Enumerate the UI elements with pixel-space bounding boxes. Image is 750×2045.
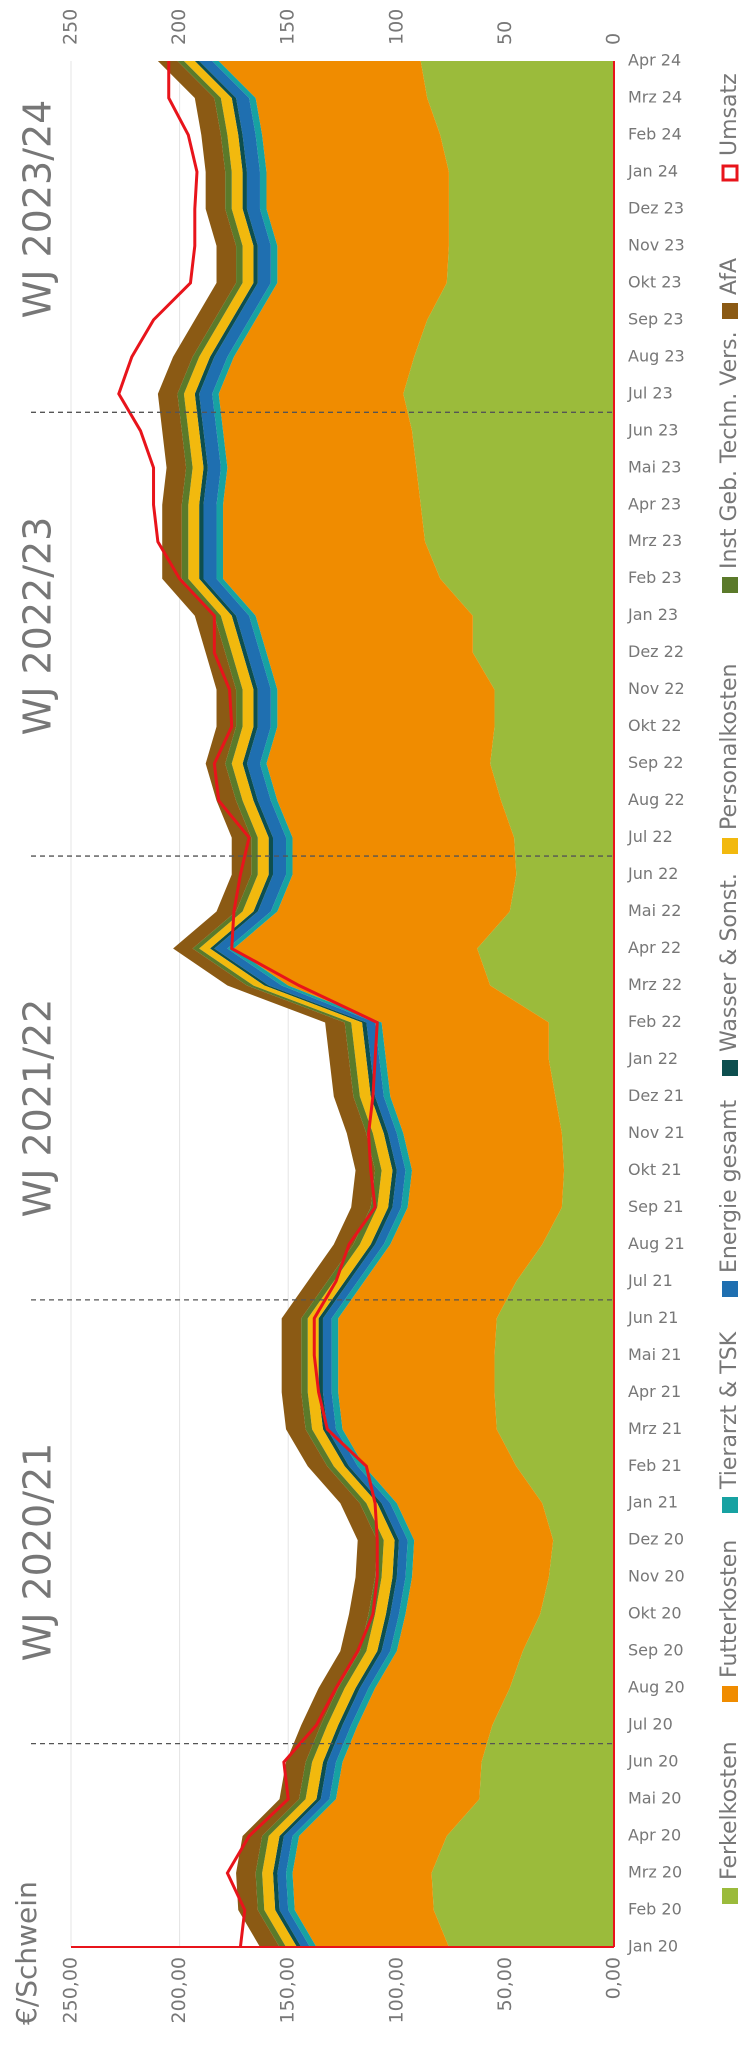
area bbox=[218, 61, 565, 1947]
x-tick-label: Feb 23 bbox=[628, 568, 682, 587]
x-tick-label: Okt 23 bbox=[628, 272, 682, 291]
legend-label: Personalkosten bbox=[717, 663, 742, 830]
x-tick-label: Sep 20 bbox=[628, 1641, 684, 1660]
x-tick-label: Aug 22 bbox=[628, 790, 685, 809]
legend-label: Tierarzt & TSK bbox=[717, 1331, 742, 1490]
y2-tick-label: 200 bbox=[168, 9, 190, 45]
legend-label: Energie gesamt bbox=[717, 1099, 742, 1273]
x-tick-label: Jun 22 bbox=[627, 864, 678, 883]
x-tick-label: Feb 22 bbox=[628, 1012, 682, 1031]
x-tick-label: Mai 22 bbox=[628, 901, 682, 920]
x-tick-label: Apr 22 bbox=[628, 938, 681, 957]
x-tick-label: Jan 20 bbox=[627, 1937, 678, 1956]
annotation: WJ 2023/24 bbox=[16, 100, 60, 319]
legend-swatch bbox=[722, 1497, 738, 1513]
legend-label: Ferkelkosten bbox=[717, 1741, 742, 1880]
area bbox=[157, 61, 378, 1947]
x-tick-label: Aug 23 bbox=[628, 346, 685, 365]
y2-tick-label: 150 bbox=[277, 9, 299, 45]
x-tick-label: Jan 23 bbox=[627, 605, 678, 624]
x-tick-label: Jul 22 bbox=[627, 827, 673, 846]
x-tick-label: Nov 23 bbox=[628, 235, 685, 254]
x-tick-label: Jan 21 bbox=[627, 1493, 678, 1512]
x-tick-label: Mrz 23 bbox=[628, 531, 682, 550]
legend-label: Inst Geb. Techn. Vers. bbox=[717, 331, 742, 569]
x-tick-label: Dez 22 bbox=[628, 642, 684, 661]
y-tick-label: 50,00 bbox=[494, 1957, 516, 2011]
legend-swatch bbox=[722, 577, 738, 593]
x-tick-label: Mrz 22 bbox=[628, 975, 682, 994]
annotation: WJ 2022/23 bbox=[16, 517, 60, 736]
y-tick-label: 150,00 bbox=[277, 1957, 299, 2023]
line bbox=[117, 61, 379, 1948]
x-tick-label: Sep 23 bbox=[628, 309, 684, 328]
x-tick-label: Apr 24 bbox=[628, 51, 681, 70]
rotated-chart: 0,00 50,00 100,00 150,00 200,00 250,00 0 50 100 1… bbox=[10, 9, 742, 2025]
x-tick-label: Jun 21 bbox=[627, 1308, 678, 1327]
legend-label: Futterkosten bbox=[717, 1540, 742, 1678]
x-tick-label: Feb 21 bbox=[628, 1456, 682, 1475]
x-tick-label: Jul 21 bbox=[627, 1271, 673, 1290]
x-tick-label: Dez 21 bbox=[628, 1086, 684, 1105]
x-tick-label: Sep 22 bbox=[628, 753, 684, 772]
x-tick-label: Jun 20 bbox=[627, 1752, 678, 1771]
x-tick-label: Nov 20 bbox=[628, 1567, 685, 1586]
x-tick-label: Mrz 24 bbox=[628, 87, 682, 106]
x-tick-label: Nov 21 bbox=[628, 1123, 685, 1142]
x-tick-label: Feb 20 bbox=[628, 1900, 682, 1919]
x-tick-label: Jul 23 bbox=[627, 383, 673, 402]
x-tick-label: Dez 20 bbox=[628, 1530, 684, 1549]
x-tick-label: Okt 22 bbox=[628, 716, 682, 735]
x-tick-label: Nov 22 bbox=[628, 679, 685, 698]
legend-swatch bbox=[722, 1060, 738, 1076]
x-tick-label: Mrz 21 bbox=[628, 1419, 682, 1438]
y2-tick-label: 0 bbox=[603, 33, 625, 45]
legend-swatch bbox=[722, 303, 738, 319]
x-tick-label: Aug 20 bbox=[628, 1678, 685, 1697]
legend-swatch bbox=[722, 1281, 738, 1297]
axis-label: €/Schwein bbox=[10, 1881, 43, 2025]
x-tick-label: Apr 21 bbox=[628, 1382, 681, 1401]
x-tick-label: Sep 21 bbox=[628, 1197, 684, 1216]
x-tick-label: Aug 21 bbox=[628, 1234, 685, 1253]
x-tick-label: Okt 20 bbox=[628, 1604, 682, 1623]
x-tick-label: Mai 20 bbox=[628, 1789, 682, 1808]
x-tick-label: Dez 23 bbox=[628, 198, 684, 217]
legend-label: Wasser & Sonst. bbox=[717, 873, 742, 1052]
y2-tick-label: 250 bbox=[60, 9, 82, 45]
y-tick-label: 250,00 bbox=[60, 1957, 82, 2023]
x-tick-label: Mai 23 bbox=[628, 457, 682, 476]
area bbox=[403, 61, 614, 1947]
y-tick-label: 200,00 bbox=[168, 1957, 190, 2023]
y-tick-label: 0,00 bbox=[603, 1957, 625, 1999]
legend-swatch bbox=[721, 164, 739, 182]
annotation: WJ 2021/22 bbox=[16, 999, 60, 1218]
legend-swatch bbox=[722, 1686, 738, 1702]
legend-swatch bbox=[722, 1888, 738, 1904]
x-tick-label: Feb 24 bbox=[628, 124, 682, 143]
y-tick-label: 100,00 bbox=[385, 1957, 407, 2023]
x-tick-label: Jul 20 bbox=[627, 1715, 673, 1734]
y2-tick-label: 100 bbox=[385, 9, 407, 45]
x-tick-label: Apr 23 bbox=[628, 494, 681, 513]
y2-tick-label: 50 bbox=[494, 21, 516, 45]
x-tick-label: Mai 21 bbox=[628, 1345, 682, 1364]
x-tick-label: Jan 24 bbox=[627, 161, 678, 180]
x-tick-label: Jun 23 bbox=[627, 420, 678, 439]
legend-label: Umsatz bbox=[717, 73, 742, 156]
legend-swatch bbox=[722, 838, 738, 854]
x-tick-label: Jan 22 bbox=[627, 1049, 678, 1068]
annotation: WJ 2020/21 bbox=[16, 1443, 60, 1662]
legend-label: AfA bbox=[717, 258, 742, 295]
x-tick-label: Okt 21 bbox=[628, 1160, 682, 1179]
x-tick-label: Mrz 20 bbox=[628, 1863, 682, 1882]
x-tick-label: Apr 20 bbox=[628, 1826, 681, 1845]
